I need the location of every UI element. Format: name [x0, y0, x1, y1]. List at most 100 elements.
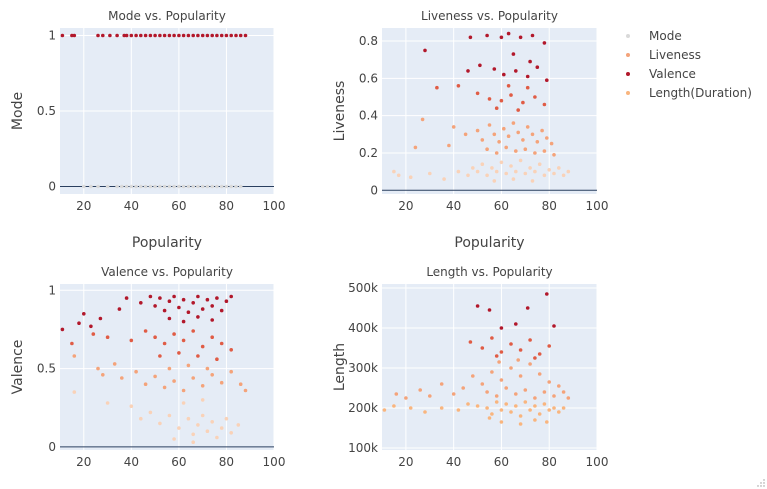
subplot-length[interactable]: 20 40 60 80 100 100k 200k 300k 400k 500k Length vs…	[332, 265, 608, 489]
data-point	[210, 304, 214, 308]
data-point	[502, 126, 506, 131]
legend-item[interactable]: Liveness	[626, 48, 701, 62]
data-point	[461, 386, 466, 390]
data-point	[117, 307, 122, 311]
data-point	[191, 301, 195, 305]
data-point	[205, 297, 210, 302]
data-point	[82, 184, 86, 189]
data-point	[143, 184, 148, 189]
data-point	[186, 363, 191, 368]
data-point	[557, 410, 561, 414]
data-point	[552, 406, 556, 410]
data-point	[471, 374, 475, 378]
y-axis-label: Valence	[10, 340, 26, 395]
data-point	[404, 396, 408, 400]
data-point	[205, 429, 210, 434]
data-point	[238, 382, 243, 387]
legend-item[interactable]: Valence	[626, 67, 696, 81]
data-point	[196, 33, 200, 38]
subplot-mode[interactable]: 20 40 60 80 100 0 0.5 1 Mode vs. Popularity Popul…	[10, 9, 285, 251]
data-point	[516, 358, 520, 362]
legend-item[interactable]: Length(Duration)	[626, 86, 752, 100]
data-point	[219, 184, 224, 189]
data-point	[499, 350, 504, 354]
y-tick-label: 1	[48, 29, 56, 43]
data-point	[181, 33, 186, 38]
x-tick-label: 40	[446, 455, 461, 469]
data-point	[153, 374, 157, 379]
resize-grip-icon[interactable]	[757, 479, 765, 487]
x-tick-label: 20	[398, 199, 413, 213]
data-point	[181, 297, 186, 302]
data-point	[191, 440, 195, 445]
y-tick-label: 0.4	[359, 109, 378, 123]
data-point	[167, 184, 172, 189]
y-tick-label: 0.5	[37, 362, 56, 376]
data-point	[392, 169, 396, 174]
y-tick-label: 400k	[348, 321, 378, 335]
plot-area[interactable]	[382, 28, 597, 194]
subplot-liveness[interactable]: 20 40 60 80 100 0 0.2 0.4 0.6 0.8 Liveness vs. Pop…	[332, 9, 608, 251]
data-point	[229, 33, 233, 38]
data-point	[487, 97, 492, 101]
data-point	[396, 173, 401, 178]
data-point	[506, 84, 511, 88]
data-point	[542, 402, 547, 406]
data-point	[167, 299, 172, 304]
data-point	[210, 33, 214, 38]
data-point	[124, 33, 129, 38]
data-point	[533, 396, 537, 400]
subplot-title: Length vs. Popularity	[426, 265, 552, 279]
data-point	[172, 437, 176, 441]
data-point	[101, 33, 105, 38]
data-point	[98, 316, 103, 321]
legend-marker	[626, 91, 630, 95]
data-point	[205, 366, 210, 371]
data-point	[229, 184, 233, 189]
plot-area[interactable]	[60, 284, 274, 450]
data-point	[205, 184, 210, 189]
data-point	[537, 352, 542, 356]
legend-item[interactable]: Mode	[626, 29, 682, 43]
data-point	[456, 84, 461, 88]
data-point	[243, 388, 248, 393]
data-point	[523, 171, 528, 176]
data-point	[234, 33, 238, 38]
subplot-title: Liveness vs. Popularity	[421, 9, 558, 23]
data-point	[177, 426, 181, 430]
data-point	[552, 324, 556, 328]
data-point	[205, 33, 210, 38]
data-point	[219, 426, 224, 430]
data-point	[153, 304, 157, 308]
data-point	[129, 338, 134, 343]
data-point	[215, 296, 219, 300]
data-point	[456, 169, 461, 174]
data-point	[545, 292, 549, 296]
data-point	[494, 151, 499, 155]
data-point	[480, 162, 485, 166]
x-axis-label: Popularity	[454, 235, 524, 251]
data-point	[215, 184, 219, 189]
data-point	[224, 33, 229, 38]
data-point	[533, 95, 537, 99]
data-point	[511, 52, 516, 56]
data-point	[229, 431, 233, 435]
data-point	[215, 435, 219, 440]
data-point	[200, 344, 205, 349]
x-tick-label: 60	[494, 455, 509, 469]
data-point	[542, 102, 547, 107]
data-point	[413, 145, 418, 150]
legend[interactable]: Mode Liveness Valence Length(Duration)	[626, 29, 752, 100]
data-point	[158, 33, 162, 38]
data-point	[186, 33, 191, 38]
data-point	[499, 408, 504, 412]
data-point	[238, 33, 243, 38]
data-point	[499, 326, 504, 330]
data-point	[215, 357, 219, 362]
data-point	[523, 388, 528, 392]
data-point	[451, 392, 456, 396]
data-point	[466, 402, 470, 406]
x-tick-label: 40	[124, 199, 139, 213]
data-point	[148, 33, 153, 38]
